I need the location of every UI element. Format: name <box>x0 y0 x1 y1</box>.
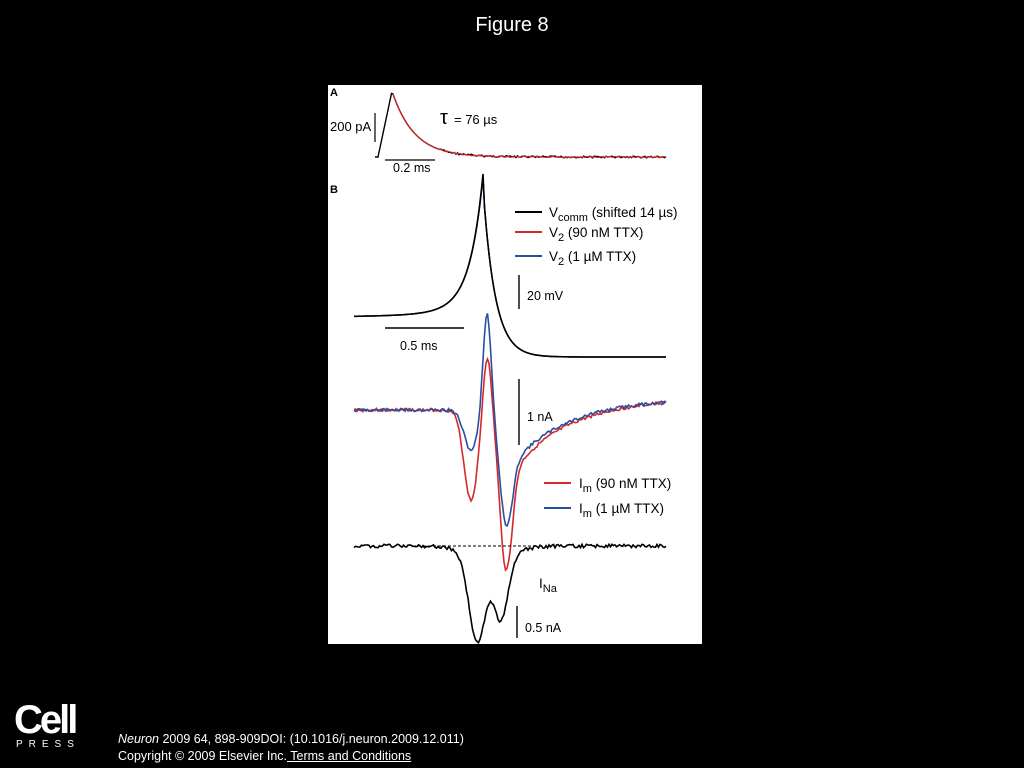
citation-caption: Neuron 2009 64, 898-909DOI: (10.1016/j.n… <box>118 731 464 765</box>
figure-title: Figure 8 <box>475 14 549 36</box>
panel-a-trace-black <box>375 92 667 159</box>
scale-label-time: 0.5 ms <box>400 339 438 353</box>
trace-im-1um <box>353 313 667 528</box>
tau-symbol: τ <box>440 107 448 129</box>
legend-item-im-90nm: Im (90 nM TTX) <box>579 476 671 495</box>
trace-v2-90nm <box>354 176 666 358</box>
logo-wordmark: Cell <box>14 698 78 742</box>
legend-voltage: Vcomm (shifted 14 µs) V2 (90 nM TTX) V2 … <box>515 205 678 268</box>
legend-current: Im (90 nM TTX) Im (1 µM TTX) <box>544 476 671 520</box>
copyright-line: Copyright © 2009 Elsevier Inc. Terms and… <box>118 748 464 765</box>
cell-press-logo: Cell PRESS <box>14 700 84 750</box>
scale-label-ina: 0.5 nA <box>525 621 562 635</box>
trace-im-90nm <box>353 356 667 572</box>
journal-name: Neuron <box>118 732 159 746</box>
trace-ina <box>353 542 667 644</box>
tau-value: = 76 µs <box>454 112 498 127</box>
legend-item-im-1um: Im (1 µM TTX) <box>579 501 664 520</box>
panel-a-scale-current: 200 pA <box>330 119 372 134</box>
terms-link[interactable]: Terms and Conditions <box>287 749 412 763</box>
panel-a-fit-red <box>392 93 667 159</box>
citation-line: Neuron 2009 64, 898-909DOI: (10.1016/j.n… <box>118 731 464 748</box>
panel-a-label: A <box>330 87 338 99</box>
panel-b-label: B <box>330 184 338 196</box>
citation-text: 2009 64, 898-909DOI: (10.1016/j.neuron.2… <box>159 732 464 746</box>
scale-label-current: 1 nA <box>527 410 553 424</box>
legend-item-v2-90nm: V2 (90 nM TTX) <box>549 225 643 244</box>
trace-vcomm <box>354 173 666 358</box>
legend-item-v2-1um: V2 (1 µM TTX) <box>549 249 636 268</box>
ina-label: INa <box>539 576 558 595</box>
figure-image: A 200 pA 0.2 ms τ = 76 µs B Vcomm (shift… <box>328 85 702 644</box>
logo-subtitle: PRESS <box>16 739 80 750</box>
scale-label-voltage: 20 mV <box>527 289 564 303</box>
legend-item-vcomm: Vcomm (shifted 14 µs) <box>549 205 678 224</box>
panel-a-scale-time: 0.2 ms <box>393 161 431 175</box>
copyright-text: Copyright © 2009 Elsevier Inc. <box>118 749 288 763</box>
